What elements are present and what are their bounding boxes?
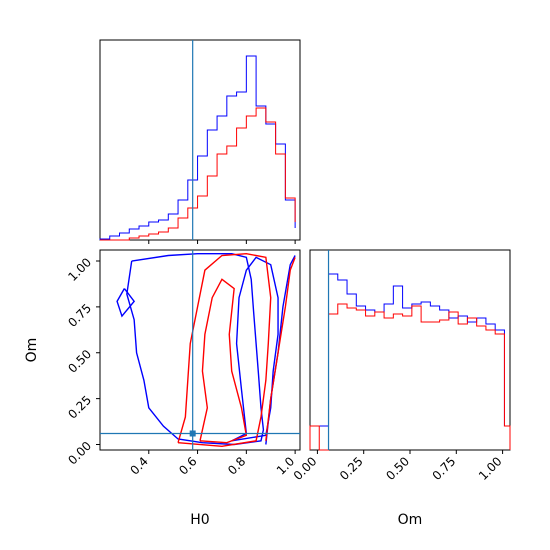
contour-red-inner_right xyxy=(265,257,296,441)
hist_Om-red-histogram xyxy=(309,303,511,451)
contour-truth-marker xyxy=(189,430,196,437)
contour-red-inner xyxy=(199,278,248,444)
hist_H0-blue-histogram xyxy=(99,55,296,240)
contour-frame xyxy=(99,249,301,451)
hist_Om-x-tick-label-4: 1.00 xyxy=(476,454,505,483)
hist_H0-frame xyxy=(99,39,301,241)
contour-red-outer xyxy=(177,252,272,448)
contour-blue-inner_right xyxy=(265,255,296,445)
contour-x-tick-label-0: 0.4 xyxy=(128,454,151,477)
contour-x-tick-label-2: 0.8 xyxy=(225,454,248,477)
contour-y-tick-label-0: 0.00 xyxy=(65,439,94,468)
hist_Om-xlabel: Om xyxy=(398,512,423,528)
contour-ylabel: Om xyxy=(24,338,40,363)
contour-y-tick-label-4: 1.00 xyxy=(65,255,94,284)
hist_H0-red-histogram xyxy=(100,107,296,241)
hist_Om-x-tick-label-2: 0.50 xyxy=(383,454,412,483)
contour-blue-inner_left xyxy=(116,288,136,318)
contour-y-tick-label-2: 0.50 xyxy=(65,347,94,376)
contour-blue-inner_mid xyxy=(231,256,279,442)
contour-xlabel: H0 xyxy=(190,512,209,528)
contour-y-tick-label-1: 0.25 xyxy=(65,393,94,422)
hist_Om-blue-histogram xyxy=(309,273,511,450)
contour-x-tick-label-1: 0.6 xyxy=(176,454,199,477)
hist_Om-x-tick-label-3: 0.75 xyxy=(430,454,459,483)
contour-y-tick-label-3: 0.75 xyxy=(65,301,94,330)
hist_Om-x-tick-label-0: 0.00 xyxy=(291,454,320,483)
hist_Om-x-tick-label-1: 0.25 xyxy=(337,454,366,483)
